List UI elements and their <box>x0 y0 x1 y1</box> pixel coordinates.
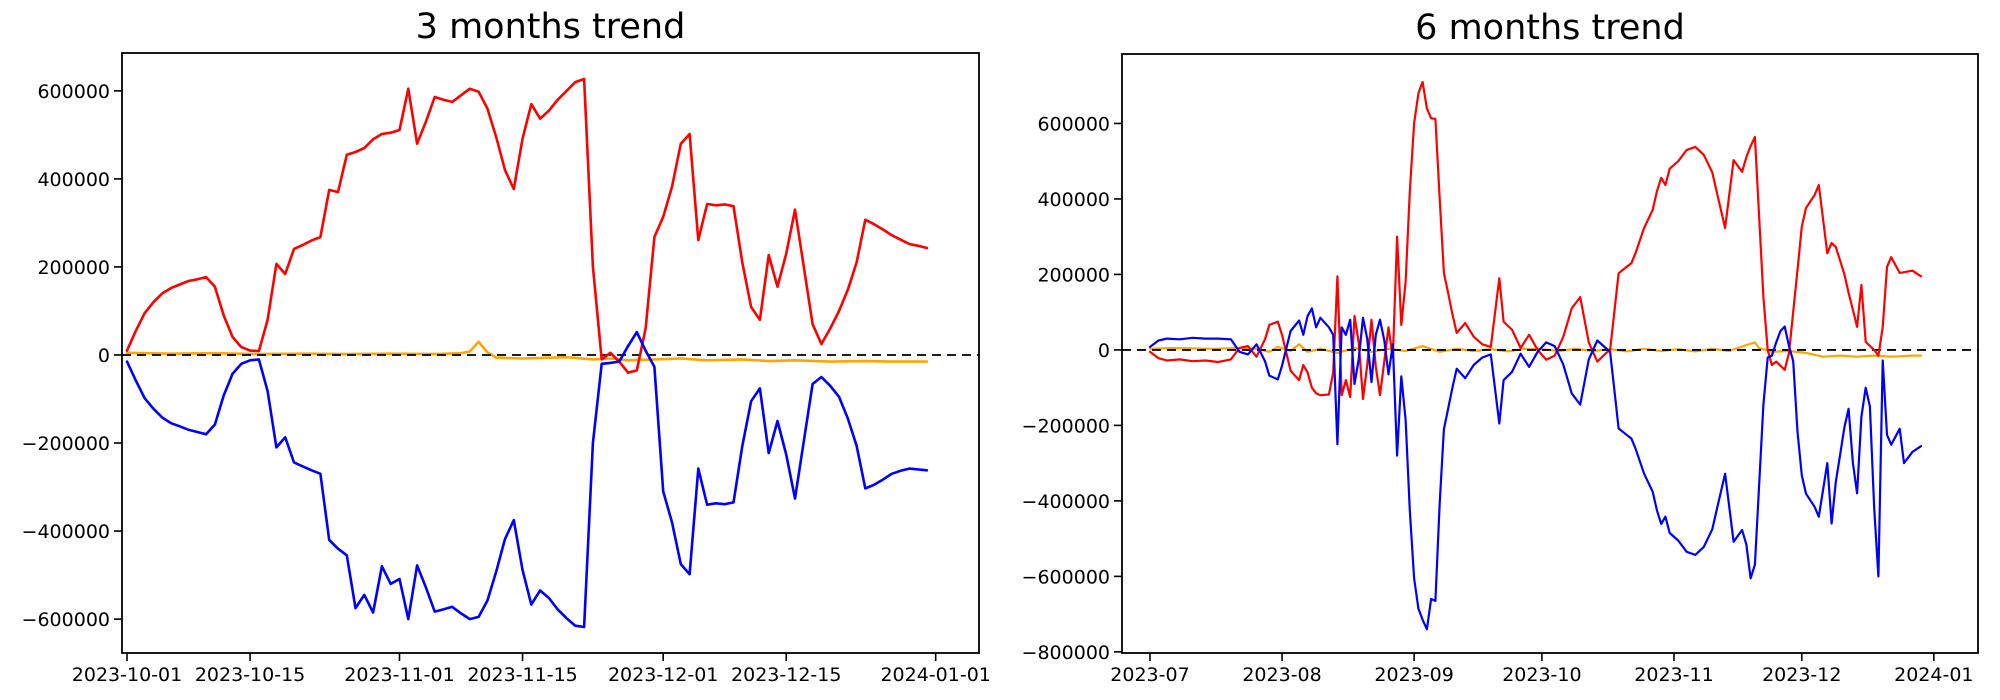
axes-frame <box>121 52 980 654</box>
x-axis-tick-label: 2023-12 <box>1762 664 1841 686</box>
red-series-line <box>125 77 929 374</box>
x-axis-tick-label: 2023-08 <box>1242 664 1321 686</box>
y-axis-tick-label: 600000 <box>37 81 110 103</box>
x-axis-tick-label: 2024-01-01 <box>880 664 990 686</box>
y-axis-tick-label: 0 <box>98 345 110 367</box>
y-axis-tick-label: 600000 <box>1037 113 1110 135</box>
y-axis-tick-label: −600000 <box>1022 566 1110 588</box>
red-series-line <box>1148 80 1923 401</box>
y-axis-tick-label: −800000 <box>1022 642 1110 664</box>
blue-series-line <box>1148 307 1923 631</box>
subplot-6-months: 6 months trend 2023-07 2023-08 2023-09 2023-… <box>1022 8 1979 686</box>
x-axis-tick-label: 2023-12-15 <box>731 664 841 686</box>
y-axis-tick-label: −200000 <box>1022 415 1110 437</box>
axes-frame <box>1121 53 1979 654</box>
y-axis-tick-label: −600000 <box>22 609 110 631</box>
y-axis-tick-label: −400000 <box>1022 491 1110 513</box>
subplot-3-months: 3 months trend 2023-10-01 2023-10-15 2023-1… <box>22 7 991 686</box>
x-axis-tick-label: 2023-11-01 <box>344 664 454 686</box>
x-axis-tick-label: 2023-11-15 <box>467 664 577 686</box>
x-axis-tick-label: 2023-10 <box>1502 664 1581 686</box>
blue-series-line <box>125 330 929 629</box>
y-axis-tick-label: 400000 <box>1037 189 1110 211</box>
y-axis-tick-label: 200000 <box>1037 264 1110 286</box>
y-axis-tick-label: −400000 <box>22 521 110 543</box>
orange-series-line <box>125 340 929 363</box>
y-axis-tick-label: 0 <box>1098 340 1110 362</box>
chart-title: 6 months trend <box>1415 8 1685 48</box>
y-axis-tick-label: 400000 <box>37 169 110 191</box>
x-axis-tick-label: 2023-10-01 <box>72 664 182 686</box>
x-axis-tick-label: 2023-07 <box>1110 664 1189 686</box>
x-axis-tick-label: 2023-12-01 <box>608 664 718 686</box>
chart-title: 3 months trend <box>416 7 686 47</box>
x-axis-tick-label: 2023-11 <box>1634 664 1713 686</box>
x-axis-tick-label: 2024-01 <box>1894 664 1973 686</box>
y-axis-tick-label: 200000 <box>37 257 110 279</box>
y-axis-tick-label: −200000 <box>22 433 110 455</box>
x-axis-tick-label: 2023-10-15 <box>195 664 305 686</box>
x-axis-tick-label: 2023-09 <box>1374 664 1453 686</box>
